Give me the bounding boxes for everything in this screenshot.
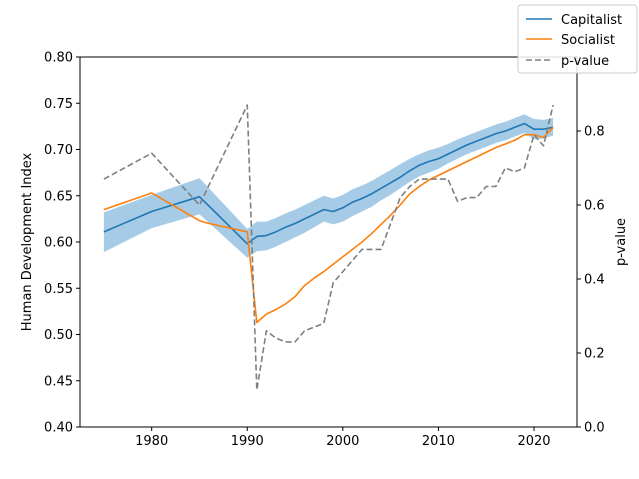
right-tick-label: 0.0 xyxy=(584,421,605,436)
legend-label-capitalist: Capitalist xyxy=(561,13,622,28)
axes: 1980 1990 2000 2010 20200.400.450.500.550.60… xyxy=(44,51,605,450)
left-tick-label: 0.70 xyxy=(44,143,73,158)
legend-label-socialist: Socialist xyxy=(561,33,615,48)
left-tick-label: 0.55 xyxy=(44,282,73,297)
series-line-pvalue xyxy=(103,104,554,391)
legend-box xyxy=(517,4,638,74)
left-tick-label: 0.50 xyxy=(44,328,73,343)
right-axis-label: p-value xyxy=(614,218,629,266)
right-tick-label: 0.2 xyxy=(584,347,605,362)
series-line-capitalist xyxy=(103,122,554,245)
series-line-socialist xyxy=(103,126,554,324)
left-tick-label: 0.80 xyxy=(44,51,73,66)
x-tick-label: 2010 xyxy=(422,434,455,449)
right-tick-label: 0.8 xyxy=(584,125,605,140)
x-tick-label: 1990 xyxy=(231,434,264,449)
left-tick-label: 0.75 xyxy=(44,97,73,112)
right-tick-label: 0.4 xyxy=(584,273,605,288)
left-tick-label: 0.65 xyxy=(44,189,73,204)
right-tick-label: 0.6 xyxy=(584,199,605,214)
left-tick-label: 0.60 xyxy=(44,236,73,251)
left-tick-label: 0.40 xyxy=(44,421,73,436)
legend-label-pvalue: p-value xyxy=(561,54,609,69)
left-tick-label: 0.45 xyxy=(44,374,73,389)
legend: Capitalist Socialist p-value xyxy=(517,4,638,74)
x-tick-label: 1980 xyxy=(135,434,168,449)
x-tick-label: 2020 xyxy=(517,434,550,449)
plot-area xyxy=(103,104,554,391)
left-axis-label: Human Development Index xyxy=(20,152,35,331)
capitalist-confidence-band xyxy=(103,114,554,258)
x-tick-label: 2000 xyxy=(326,434,359,449)
